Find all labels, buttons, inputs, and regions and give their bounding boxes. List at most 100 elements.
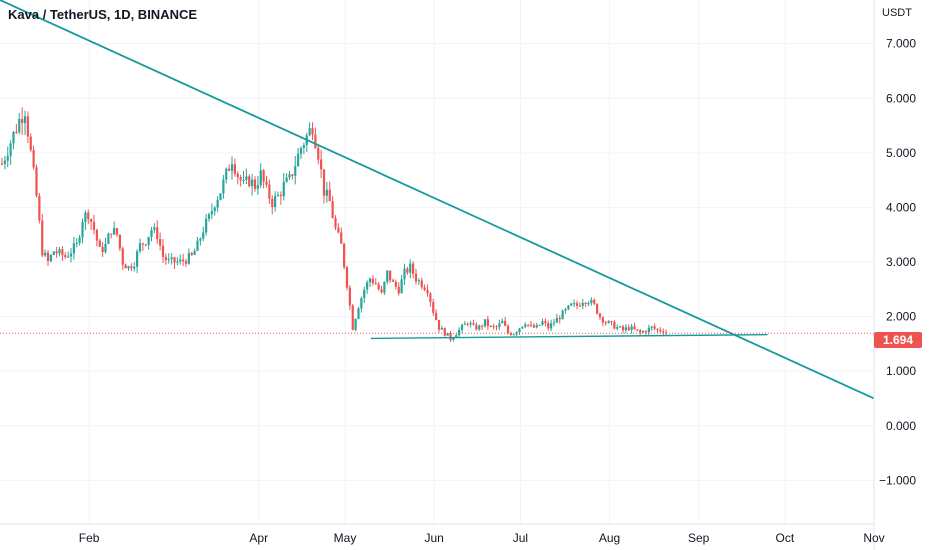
candle-body xyxy=(294,166,297,176)
candle-body xyxy=(320,159,323,170)
x-tick-label: Apr xyxy=(249,531,268,545)
candle-body xyxy=(478,325,481,330)
candle-body xyxy=(153,227,156,230)
candle-body xyxy=(236,173,239,178)
x-tick-label: Feb xyxy=(79,531,100,545)
candle-body xyxy=(121,248,124,265)
x-tick-label: Sep xyxy=(688,531,710,545)
candle-body xyxy=(452,337,455,340)
candle-body xyxy=(360,298,363,309)
candle-body xyxy=(141,243,144,245)
y-tick-label: 3.000 xyxy=(886,255,916,269)
candle-body xyxy=(512,334,515,336)
candle-body xyxy=(228,168,231,171)
candle-body xyxy=(334,218,337,228)
candle-body xyxy=(449,332,452,340)
candle-body xyxy=(501,320,504,324)
y-tick-label: −1.000 xyxy=(879,473,916,487)
candle-body xyxy=(6,156,9,161)
candle-body xyxy=(92,221,96,230)
candle-body xyxy=(46,252,50,261)
candle-body xyxy=(256,185,259,189)
candle-body xyxy=(170,257,173,260)
candle-body xyxy=(575,303,579,306)
candle-body xyxy=(225,168,228,180)
candle-body xyxy=(331,201,334,219)
candle-body xyxy=(136,251,139,267)
candle-body xyxy=(41,220,44,256)
candle-body xyxy=(509,333,512,335)
candle-body xyxy=(409,263,412,273)
candle-body xyxy=(21,118,24,124)
candle-body xyxy=(486,319,489,326)
candle-body xyxy=(314,134,317,148)
candle-body xyxy=(164,256,167,261)
candle-body xyxy=(498,323,501,328)
candle-body xyxy=(233,164,236,174)
candle-body xyxy=(49,254,52,261)
y-tick-label: 0.000 xyxy=(886,419,916,433)
candle-body xyxy=(75,242,78,244)
candle-body xyxy=(627,327,630,330)
candle-body xyxy=(138,243,142,252)
candle-body xyxy=(561,310,564,320)
candle-body xyxy=(118,234,121,249)
candle-body xyxy=(253,179,257,189)
candle-body xyxy=(351,305,354,330)
candle-body xyxy=(426,289,429,294)
candle-body xyxy=(636,329,639,331)
candle-body xyxy=(624,327,627,331)
candle-body xyxy=(291,174,294,176)
candle-body xyxy=(262,170,265,182)
candle-body xyxy=(190,252,193,255)
candle-body xyxy=(581,302,584,306)
candle-body xyxy=(380,289,383,293)
candle-body xyxy=(570,303,573,306)
candle-body xyxy=(205,218,208,233)
candle-body xyxy=(113,228,116,235)
candle-body xyxy=(67,256,70,258)
candle-body xyxy=(524,324,527,327)
candle-body xyxy=(322,169,326,196)
candle-body xyxy=(44,252,47,256)
candle-body xyxy=(133,266,136,269)
candle-body xyxy=(12,131,15,144)
y-tick-label: 7.000 xyxy=(886,37,916,51)
y-tick-label: 1.000 xyxy=(886,364,916,378)
candle-body xyxy=(0,163,4,165)
candle-body xyxy=(630,326,633,330)
candle-body xyxy=(584,302,587,304)
candle-body xyxy=(337,227,340,233)
candle-body xyxy=(32,150,35,168)
candle-body xyxy=(357,308,360,319)
candle-body xyxy=(495,326,498,328)
candle-body xyxy=(642,331,645,333)
candle-body xyxy=(607,321,610,323)
candle-body xyxy=(210,211,213,215)
candle-body xyxy=(547,323,550,329)
candle-body xyxy=(199,238,202,241)
candle-body xyxy=(466,323,469,325)
time-axis[interactable]: Feb Apr May Jun Jul Aug Sep Oct Nov xyxy=(79,531,885,545)
grid-lines xyxy=(0,0,875,524)
candle-body xyxy=(147,236,150,245)
candle-body xyxy=(9,143,12,157)
candle-body xyxy=(578,305,581,307)
candle-body xyxy=(417,280,420,282)
candle-body xyxy=(213,207,216,212)
candle-body xyxy=(348,287,351,306)
candle-body xyxy=(489,325,492,327)
candle-body xyxy=(55,251,58,254)
candle-body xyxy=(18,118,21,133)
candle-body xyxy=(564,309,567,311)
candle-body xyxy=(593,299,596,304)
candle-body xyxy=(460,324,464,330)
candle-body xyxy=(469,323,472,325)
price-axis[interactable]: 7.000 6.000 5.000 4.000 3.000 2.000 1.000 0.000… xyxy=(879,37,916,488)
candle-body xyxy=(412,263,415,274)
candle-body xyxy=(52,251,55,255)
candle-body xyxy=(308,128,311,136)
x-tick-label: May xyxy=(334,531,357,545)
candle-body xyxy=(239,177,242,181)
